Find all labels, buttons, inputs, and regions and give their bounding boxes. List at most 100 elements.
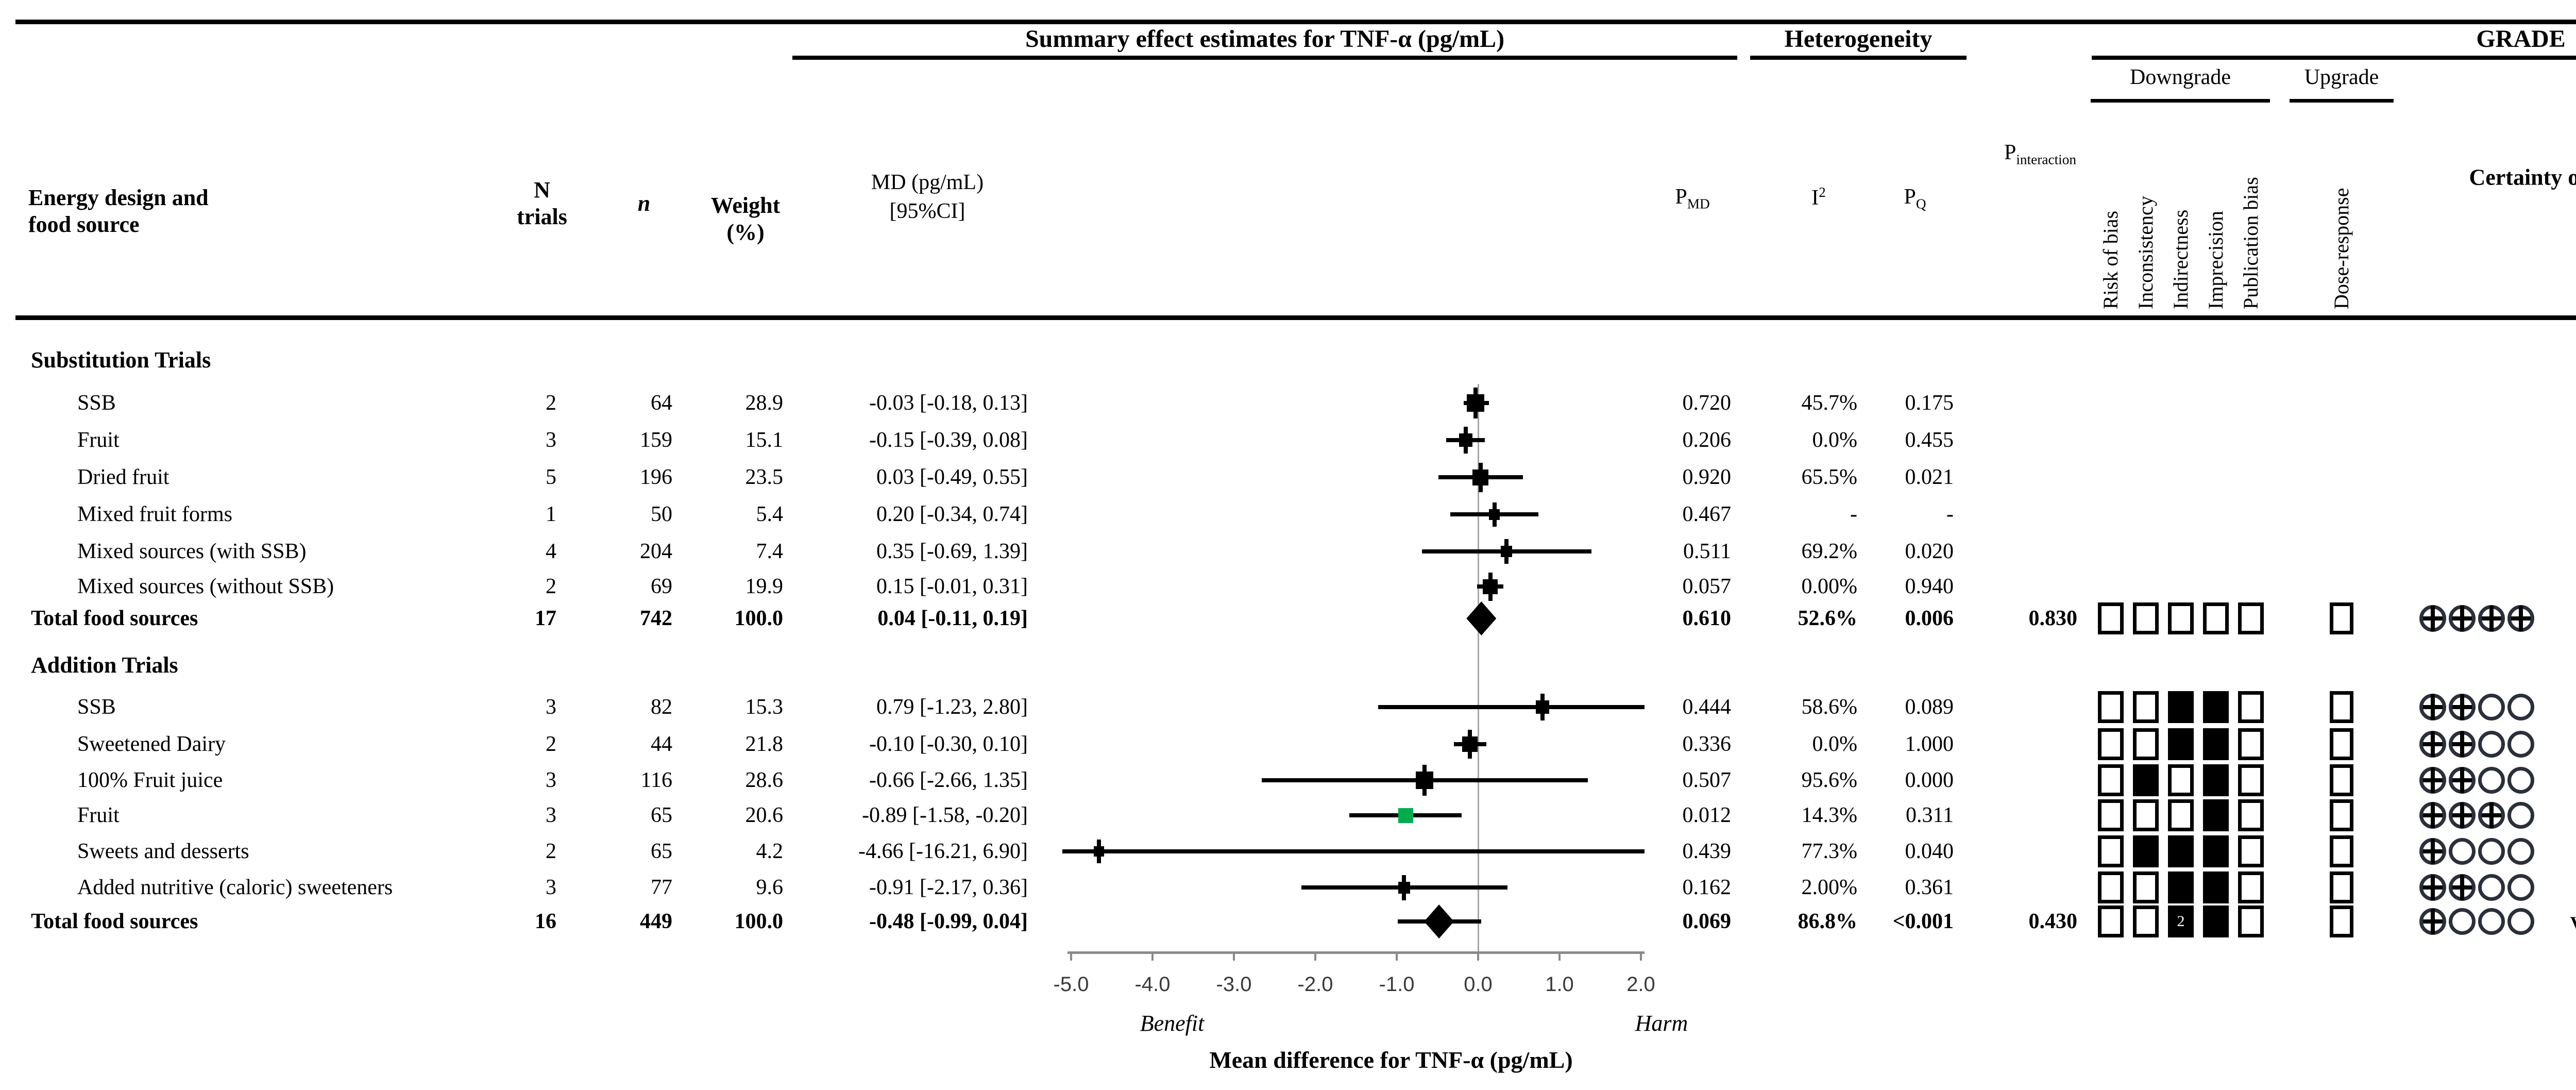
certainty-circle-0: [2419, 731, 2446, 758]
downgrade-box-4: [2238, 871, 2264, 903]
p-md-value: 0.069: [1682, 910, 1732, 933]
n-trials-value: 2: [546, 575, 556, 598]
p-q-value: 0.021: [1905, 465, 1954, 489]
rotated-label-publication-bias: Publication bias: [2239, 177, 2262, 309]
p-q-value: 0.940: [1905, 575, 1954, 598]
benefit-label: Benefit: [1140, 1011, 1205, 1036]
certainty-plus-v: [2460, 606, 2464, 631]
downgrade-box-3: [2203, 871, 2229, 903]
n-trials-value: 3: [546, 876, 556, 899]
effect-marker-whisker: [1488, 572, 1493, 601]
i2-value: 0.0%: [1812, 732, 1858, 756]
weight-value: 28.6: [745, 768, 784, 792]
certainty-circle-1: [2449, 802, 2476, 829]
i2-value: 0.0%: [1812, 428, 1858, 452]
certainty-plus-v: [2489, 606, 2494, 631]
p-q-value: 1.000: [1905, 732, 1954, 756]
i2-value: 69.2%: [1801, 540, 1858, 563]
n-value: 449: [640, 910, 672, 933]
n-value: 742: [640, 607, 672, 630]
certainty-plus-v: [2431, 606, 2435, 631]
certainty-circle-3: [2507, 605, 2534, 632]
downgrade-box-0: [2098, 871, 2124, 903]
i2-value: 45.7%: [1801, 391, 1858, 415]
certainty-plus-v: [2431, 909, 2435, 934]
downgrade-box-1: [2133, 602, 2159, 634]
certainty-plus-v: [2460, 875, 2464, 900]
weight-value: 15.1: [745, 428, 784, 452]
certainty-plus-v: [2431, 731, 2435, 757]
downgrade-box-2: 2: [2168, 905, 2194, 937]
weight-value: 5.4: [756, 502, 784, 526]
dose-response-box: [2330, 871, 2353, 903]
certainty-circle-0: [2419, 694, 2446, 720]
certainty-circle-3: [2507, 908, 2534, 935]
certainty-circle-0: [2419, 605, 2446, 632]
md-ci-value: -0.91 [-2.17, 0.36]: [869, 876, 1028, 899]
rotated-label-risk-of-bias: Risk of bias: [2099, 210, 2122, 309]
heterogeneity-group-underline: [1750, 56, 1967, 60]
certainty-circle-2: [2478, 802, 2505, 829]
col-head-pmd: PMD: [1675, 185, 1710, 212]
p-md-value: 0.012: [1682, 803, 1732, 827]
p-md-value: 0.444: [1682, 695, 1732, 719]
certainty-circle-0: [2419, 838, 2446, 865]
axis-tick: [1070, 951, 1072, 961]
certainty-plus-v: [2460, 731, 2464, 757]
certainty-label: LOW: [2494, 769, 2576, 795]
md-ci-value: -4.66 [-16.21, 6.90]: [858, 840, 1028, 863]
certainty-plus-v: [2431, 802, 2435, 828]
rotated-label-inconsistency: Inconsistency: [2134, 196, 2157, 309]
ci-line: [1062, 849, 1645, 853]
dose-response-box: [2330, 602, 2353, 634]
downgrade-box-1: [2133, 835, 2159, 867]
md-ci-value: 0.03 [-0.49, 0.55]: [876, 465, 1028, 489]
effect-marker-whisker: [1504, 539, 1509, 564]
downgrade-box-3: [2203, 602, 2229, 634]
row-label: Added nutritive (caloric) sweeteners: [77, 876, 393, 899]
certainty-circle-0: [2419, 767, 2446, 794]
certainty-circle-3: [2507, 874, 2534, 901]
downgrade-box-2: [2168, 691, 2194, 723]
n-trials-value: 1: [546, 502, 556, 526]
downgrade-box-3: [2203, 799, 2229, 831]
n-value: 116: [640, 768, 672, 792]
downgrade-box-4: [2238, 835, 2264, 867]
row-label: Total food sources: [31, 607, 198, 630]
downgrade-box-2: [2168, 799, 2194, 831]
i2-value: 86.8%: [1798, 910, 1858, 933]
col-head-pq: PQ: [1904, 185, 1926, 212]
certainty-circle-2: [2478, 694, 2505, 720]
downgrade-box-0: [2098, 764, 2124, 796]
certainty-circle-1: [2449, 908, 2476, 935]
downgrade-box-0: [2098, 835, 2124, 867]
certainty-circle-2: [2478, 838, 2505, 865]
certainty-circle-2: [2478, 731, 2505, 758]
col-head-i2: I2: [1811, 185, 1826, 210]
weight-value: 100.0: [734, 910, 784, 933]
row-label: Dried fruit: [77, 465, 170, 489]
weight-value: 9.6: [756, 876, 784, 899]
certainty-circle-1: [2449, 731, 2476, 758]
axis-tick-label: 1.0: [1545, 973, 1574, 996]
axis-tick: [1558, 951, 1561, 961]
n-trials-value: 5: [546, 465, 556, 489]
dose-response-box: [2330, 905, 2353, 937]
md-ci-value: -0.48 [-0.99, 0.04]: [869, 910, 1028, 933]
dose-response-box: [2330, 799, 2353, 831]
p-q-value: 0.000: [1905, 768, 1954, 792]
weight-value: 19.9: [745, 575, 784, 598]
certainty-plus-v: [2460, 767, 2464, 793]
axis-title: Mean difference for TNF-α (pg/mL): [1209, 1047, 1573, 1073]
p-q-value: 0.455: [1905, 428, 1954, 452]
downgrade-box-3: [2203, 764, 2229, 796]
grade-group-underline: [2092, 56, 2576, 60]
weight-value: 23.5: [745, 465, 784, 489]
axis-tick: [1314, 951, 1316, 961]
downgrade-underline: [2091, 99, 2270, 103]
dose-response-box: [2330, 691, 2353, 723]
row-label: SSB: [77, 695, 116, 719]
certainty-circle-1: [2449, 605, 2476, 632]
certainty-circle-3: [2507, 838, 2534, 865]
